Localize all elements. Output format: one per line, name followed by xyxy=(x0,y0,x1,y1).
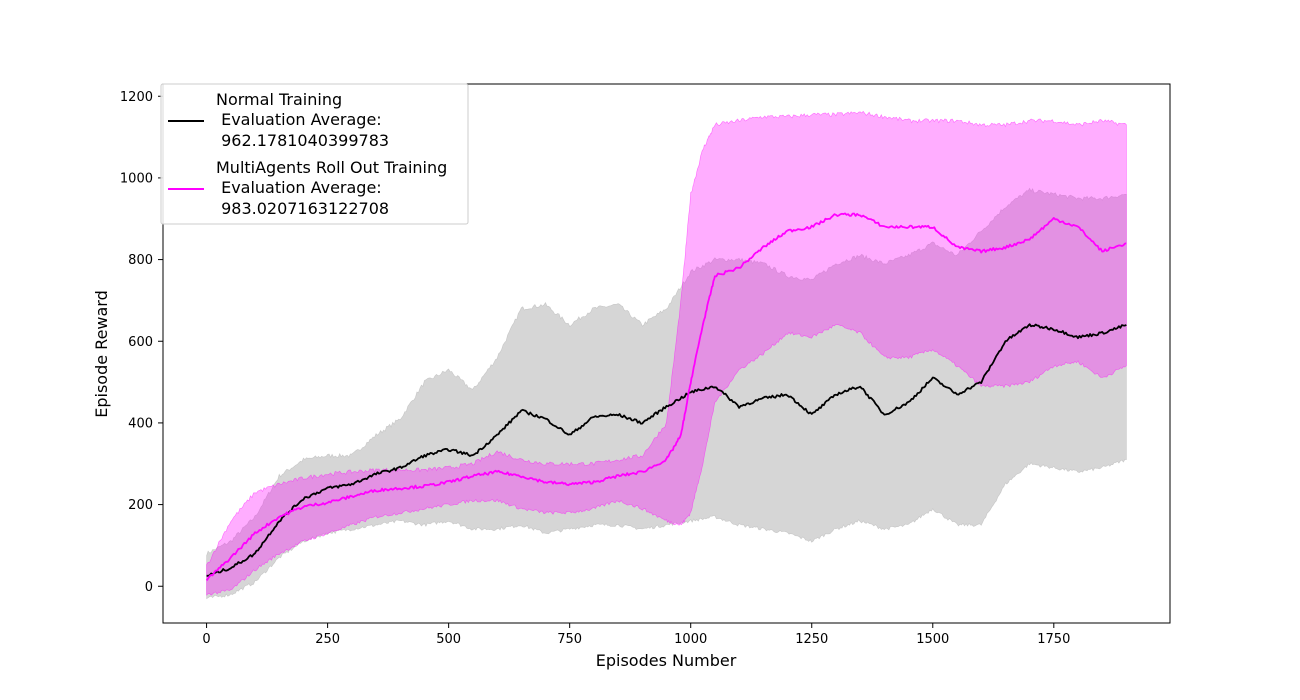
confidence-bands xyxy=(206,110,1127,600)
x-tick-label: 0 xyxy=(202,632,210,647)
series-2-band xyxy=(206,110,1127,596)
x-tick-label: 1250 xyxy=(795,632,828,647)
y-axis-label: Episode Reward xyxy=(92,290,111,418)
x-tick-label: 1500 xyxy=(916,632,949,647)
legend-label-2: MultiAgents Roll Out Training xyxy=(216,158,447,177)
x-tick-label: 1750 xyxy=(1037,632,1070,647)
x-tick-label: 1000 xyxy=(674,632,707,647)
plot-frame xyxy=(162,83,1171,624)
legend-label-1: 962.1781040399783 xyxy=(216,131,389,150)
y-tick-label: 1000 xyxy=(120,171,153,186)
legend: Normal Training Evaluation Average: 962.… xyxy=(160,83,469,225)
x-axis-ticks: 0 250 500 750 1000 1250 1500 1750 xyxy=(202,623,1070,647)
series-1-line xyxy=(206,323,1127,577)
x-tick-label: 750 xyxy=(557,632,582,647)
series-1-band xyxy=(206,187,1127,600)
legend-label-2: 983.0207163122708 xyxy=(216,199,389,218)
y-tick-label: 0 xyxy=(145,580,153,595)
legend-box xyxy=(160,83,469,225)
legend-label-2: Evaluation Average: xyxy=(216,178,382,197)
legend-label-1: Normal Training xyxy=(216,90,342,109)
series-2-line xyxy=(205,212,1127,581)
series-lines xyxy=(205,212,1127,581)
x-tick-label: 250 xyxy=(315,632,340,647)
y-tick-label: 600 xyxy=(128,335,153,350)
y-tick-label: 400 xyxy=(128,416,153,431)
x-axis-label: Episodes Number xyxy=(596,651,737,670)
y-tick-label: 200 xyxy=(128,498,153,513)
y-tick-label: 800 xyxy=(128,253,153,268)
x-tick-label: 500 xyxy=(436,632,461,647)
y-axis-ticks: 0 200 400 600 800 1000 1200 xyxy=(120,90,163,595)
y-tick-label: 1200 xyxy=(120,90,153,105)
legend-label-1: Evaluation Average: xyxy=(216,110,382,129)
